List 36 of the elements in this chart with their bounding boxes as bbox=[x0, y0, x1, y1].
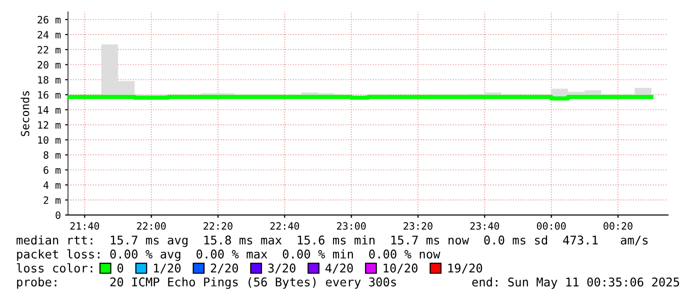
text: probe: 20 ICMP Echo Pings (56 Bytes) every 300s bbox=[17, 277, 396, 289]
legend-label: 1/20 bbox=[154, 264, 181, 274]
x-tick-label: 23:20 bbox=[404, 222, 432, 230]
y-tick-label: 16 m bbox=[38, 91, 61, 99]
y-tick-label: 20 m bbox=[38, 61, 61, 69]
y-tick-label: 8 m bbox=[44, 151, 61, 159]
legend-title: loss color: bbox=[16, 263, 92, 273]
legend-label: 4/20 bbox=[325, 264, 353, 274]
y-tick-label: 24 m bbox=[38, 30, 61, 38]
y-tick-label: 22 m bbox=[38, 46, 61, 54]
y-tick-label: 10 m bbox=[38, 136, 61, 144]
legend-label: 0 bbox=[118, 264, 124, 273]
x-tick-label: 21:40 bbox=[70, 222, 100, 230]
x-tick-label: 23:40 bbox=[470, 222, 500, 230]
legend-label: 19/20 bbox=[448, 264, 482, 274]
x-tick-label: 00:00 bbox=[536, 222, 566, 230]
y-tick-label: 12 m bbox=[38, 121, 61, 129]
y-axis-title: Seconds bbox=[20, 91, 30, 136]
legend-label: 3/20 bbox=[268, 264, 296, 274]
y-tick-label: 6 m bbox=[44, 166, 61, 174]
y-tick-label: 26 m bbox=[38, 16, 61, 24]
text: end: Sun May 11 00:35:06 2025 bbox=[472, 277, 680, 289]
y-tick-label: 18 m bbox=[38, 76, 61, 84]
legend-label: 10/20 bbox=[384, 264, 418, 274]
x-tick-label: 23:00 bbox=[337, 222, 366, 230]
x-tick-label: 00:20 bbox=[604, 222, 632, 230]
text: packet loss: 0.00 % avg 0.00 % max 0.00 % min 0.00 % now bbox=[17, 249, 440, 261]
x-tick-label: 22:40 bbox=[270, 222, 300, 230]
legend-label: 2/20 bbox=[210, 264, 238, 274]
y-tick-label: 14 m bbox=[38, 106, 61, 114]
y-tick-label: 2 m bbox=[44, 196, 61, 204]
text: median rtt: 15.7 ms avg 15.8 ms max 15.6 ms min 15.7 ms now 0.0 ms sd 473.1 am/s bbox=[16, 235, 648, 247]
x-tick-label: 22:20 bbox=[204, 222, 232, 230]
y-tick-label: 4 m bbox=[43, 181, 61, 189]
y-tick-label: 0 bbox=[56, 211, 60, 219]
x-tick-label: 22:00 bbox=[137, 222, 166, 230]
